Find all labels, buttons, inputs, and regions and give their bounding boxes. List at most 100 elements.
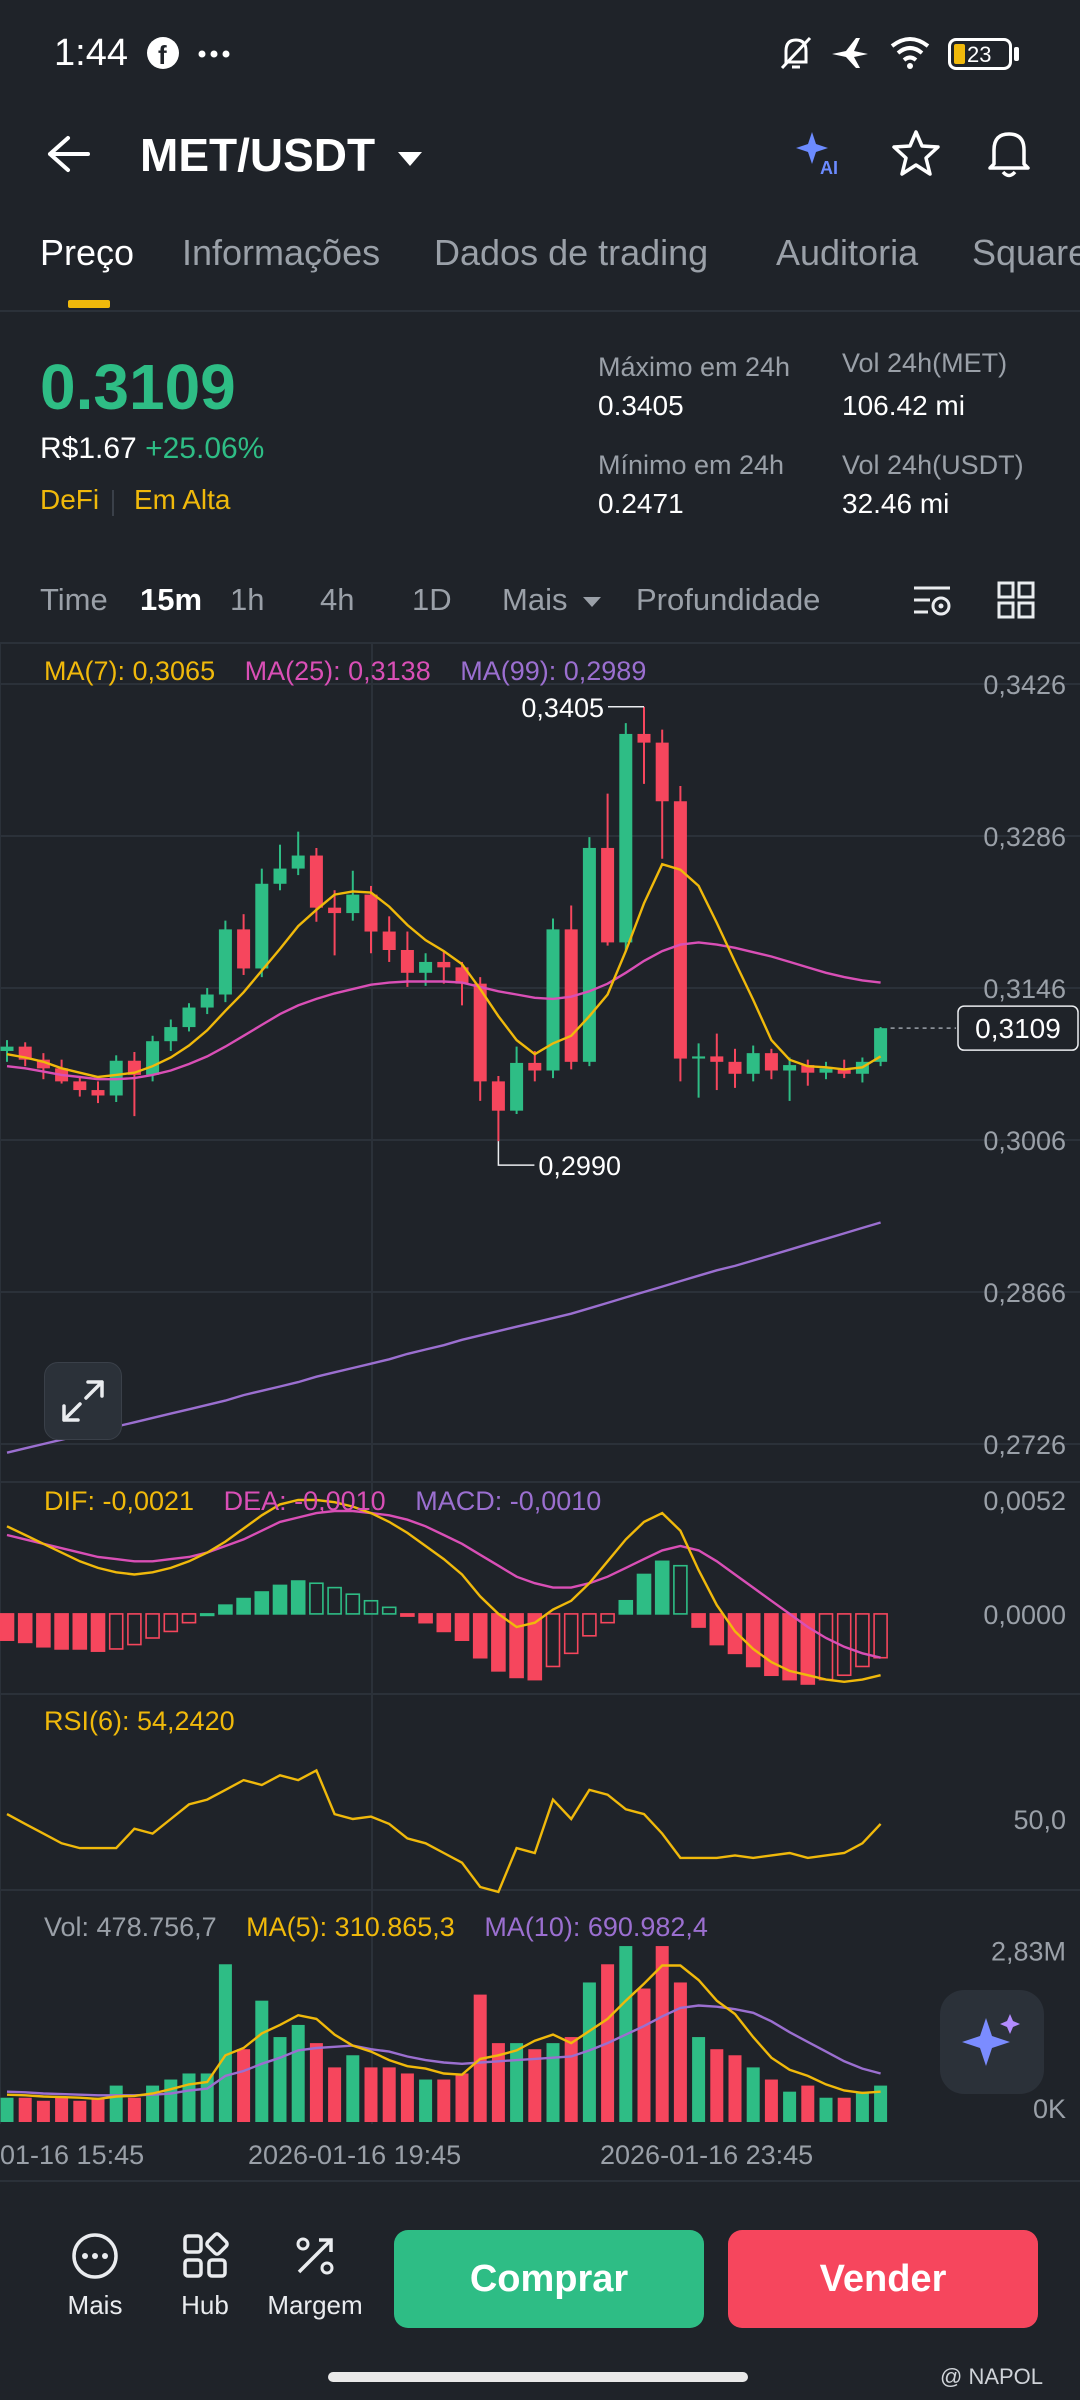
active-tab-indicator	[68, 300, 110, 308]
tag-trending[interactable]: Em Alta	[134, 484, 231, 515]
back-arrow-icon[interactable]	[44, 132, 92, 176]
svg-text:f: f	[158, 40, 167, 70]
price-axis-label: 0,3006	[983, 1126, 1066, 1156]
caret-down-icon	[583, 596, 602, 607]
volume-bar	[692, 2037, 706, 2122]
interval-depth[interactable]: Profundidade	[636, 582, 821, 617]
interval-4h[interactable]: 4h	[320, 582, 355, 617]
more-dots-icon	[72, 2233, 118, 2279]
nav-hub[interactable]: Hub	[150, 2232, 260, 2321]
volume-bar	[673, 1982, 687, 2122]
layout-grid-icon[interactable]	[996, 580, 1036, 620]
macd-histogram-bar	[72, 1613, 88, 1650]
vol-base-label: Vol 24h(MET)	[842, 348, 1008, 378]
candle-body	[73, 1081, 87, 1091]
interval-15m[interactable]: 15m	[140, 582, 203, 617]
volume-bar	[528, 2049, 542, 2122]
candle-body	[783, 1065, 797, 1071]
tab-info[interactable]: Informações	[182, 232, 381, 273]
candle-body	[528, 1062, 542, 1071]
home-indicator[interactable]	[328, 2372, 748, 2382]
candle-body	[255, 883, 269, 969]
ai-sparkle-icon[interactable]: AI	[794, 128, 846, 180]
interval-more[interactable]: Mais	[502, 582, 602, 618]
candle-body	[419, 961, 433, 973]
candle-body	[146, 1041, 160, 1075]
ai-assistant-button[interactable]	[940, 1990, 1044, 2094]
macd-histogram-bar	[363, 1599, 379, 1615]
rsi-label: RSI(6): 54,2420	[44, 1706, 235, 1736]
volume-bar	[273, 2037, 287, 2122]
macd-histogram-bar	[163, 1613, 179, 1633]
candle-body	[710, 1056, 724, 1062]
ma99-line	[6, 1221, 881, 1454]
sell-button[interactable]: Vender	[728, 2230, 1038, 2328]
macd-axis-label: 0,0000	[983, 1600, 1066, 1630]
candle-body	[692, 1056, 706, 1059]
interval-1d[interactable]: 1D	[412, 582, 452, 617]
candle-body	[200, 994, 214, 1008]
macd-histogram-bar	[709, 1613, 725, 1646]
macd-histogram-bar	[527, 1613, 543, 1681]
volume-bar	[182, 2073, 196, 2122]
candle-body	[673, 801, 687, 1059]
expand-icon	[62, 1380, 104, 1422]
battery-icon: 23	[948, 38, 1012, 70]
macd-histogram-bar	[454, 1613, 470, 1641]
alert-bell-icon[interactable]	[986, 126, 1032, 180]
volume-bar	[455, 2073, 469, 2122]
candle-body	[91, 1090, 105, 1096]
fiat-price: R$1.67	[40, 432, 137, 465]
tag-defi[interactable]: DeFi	[40, 484, 100, 515]
interval-1h[interactable]: 1h	[230, 582, 265, 617]
volume-bar	[546, 2043, 560, 2122]
volume-bar	[382, 2067, 396, 2122]
volume-bar	[291, 2024, 305, 2122]
interval-time[interactable]: Time	[40, 582, 108, 617]
volume-bar	[855, 2091, 869, 2122]
time-axis-label: 01-16 15:45	[0, 2140, 145, 2170]
candle-body	[637, 733, 651, 743]
volume-bar	[164, 2079, 178, 2122]
tab-trading-data[interactable]: Dados de trading	[434, 232, 709, 273]
buy-button[interactable]: Comprar	[394, 2230, 704, 2328]
volume-bar	[728, 2055, 742, 2122]
macd-histogram-bar	[509, 1613, 524, 1679]
volume-bar	[837, 2097, 851, 2122]
vol-quote-label: Vol 24h(USDT)	[842, 450, 1024, 480]
nav-margin[interactable]: Margem	[260, 2232, 370, 2321]
candle-body	[346, 894, 360, 914]
candle-body	[473, 983, 487, 1082]
macd-histogram-bar	[436, 1613, 452, 1633]
volume-bar	[819, 2097, 833, 2122]
favorite-star-icon[interactable]	[890, 128, 942, 178]
pair-selector[interactable]: MET/USDT	[140, 128, 424, 182]
candle-body	[382, 931, 396, 950]
volume-bar	[55, 2097, 69, 2122]
chart-settings-icon[interactable]	[910, 580, 954, 620]
tab-audit[interactable]: Auditoria	[776, 232, 919, 273]
nav-more[interactable]: Mais	[40, 2232, 150, 2321]
volume-bar	[510, 2043, 524, 2122]
tab-price[interactable]: Preço	[40, 232, 135, 273]
candle-body	[455, 967, 469, 984]
status-time: 1:44	[54, 32, 128, 74]
volume-bar	[127, 2097, 141, 2122]
candle-body	[819, 1068, 833, 1073]
volume-bar	[582, 1982, 596, 2122]
volume-bar	[637, 1988, 651, 2122]
last-price-tag-label: 0,3109	[975, 1013, 1061, 1044]
macd-histogram-bar	[745, 1613, 761, 1668]
volume-bar	[218, 1964, 232, 2122]
vol-label: Vol: 478.756,7	[44, 1912, 217, 1942]
ma7-line	[6, 862, 882, 1079]
macd-histogram-bar	[491, 1613, 506, 1672]
fullscreen-button[interactable]	[44, 1362, 122, 1440]
candlestick-chart[interactable]: 0,3426 0,3286 0,3146 0,3006 0,2866 0,2726 0,34…	[0, 644, 1080, 2164]
macd-histogram-bar	[472, 1613, 488, 1659]
volume-bar	[346, 2055, 360, 2122]
tab-square[interactable]: Square	[972, 232, 1080, 273]
candle-body	[164, 1027, 178, 1042]
candle-body	[874, 1028, 888, 1062]
macd-histogram-bar	[764, 1613, 779, 1677]
